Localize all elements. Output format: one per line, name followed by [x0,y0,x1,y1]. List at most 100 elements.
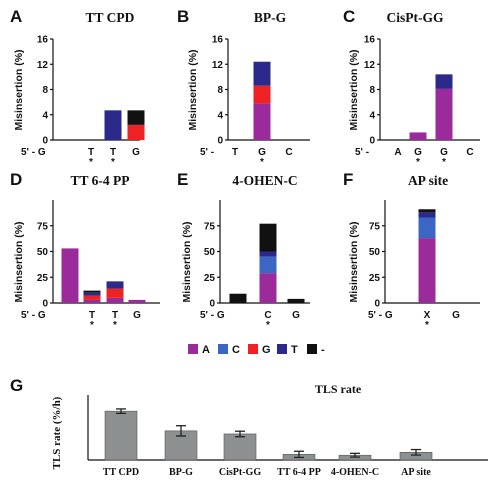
bar-segment-t [435,74,453,89]
position-star: * [89,157,93,168]
bar-segment-t [418,212,436,218]
y-tick-label: 16 [364,35,376,46]
y-tick-label: 16 [37,35,49,46]
sequence-prefix: 5' - G [200,310,225,321]
legend-label: C [232,344,240,356]
legend-swatch-a [188,344,198,354]
panel-title: BP-G [254,10,287,25]
panel-letter: F [343,170,353,189]
tls-bar [223,433,257,461]
bar-segment-deletion [259,223,277,252]
bar-segment-g [253,85,271,104]
x-category-label: C [466,147,473,158]
panel-title: CisPt-GG [387,10,444,25]
bar-segment-g [83,295,101,300]
bar-segment-a [128,299,146,303]
panel-title: TT CPD [86,10,135,25]
position-star: * [90,320,94,331]
y-tick-label: 8 [42,85,48,96]
y-tick-label: 75 [37,221,49,232]
panel-letter: D [10,170,22,189]
position-star: * [260,157,264,168]
panel-g: G TLS rate TLS rate (%/h) TT CPD BP-G CisPt-G… [10,376,488,478]
y-axis-label: Misinsertion (%) [13,49,25,130]
legend-swatch-c [218,344,228,354]
tls-bar [104,410,138,461]
bar-segment-a [259,273,277,303]
y-tick-label: 12 [37,60,49,71]
y-tick-label: 50 [37,247,49,258]
x-category-label: T [112,310,118,321]
sequence-prefix: 5' - G [368,310,393,321]
position-star: * [111,157,115,168]
y-tick-label: 4 [42,110,48,121]
y-tick-label: 0 [209,299,215,310]
panel-f: F AP site Misinsertion (%) 0 25 50 75 5' - G X* G [343,170,480,331]
y-axis-label: Misinsertion (%) [181,221,193,302]
y-tick-label: 0 [42,136,48,147]
panel-title: AP site [408,173,448,188]
y-tick-label: 75 [204,221,216,232]
legend-label: - [321,344,325,356]
y-tick-label: 25 [37,273,49,284]
panel-title: TT 6-4 PP [70,173,129,188]
y-tick-label: 8 [217,85,223,96]
legend-label: A [202,344,210,356]
bar-segment-t [106,281,124,289]
panel-letter: B [177,7,189,26]
panel-e: E 4-OHEN-C Misinsertion (%) 0 25 50 75 5' - G C*… [177,170,310,331]
position-star: * [266,320,270,331]
y-tick-label: 0 [42,299,48,310]
y-tick-label: 4 [369,110,375,121]
y-axis-label: Misinsertion (%) [13,221,25,302]
x-category-label: A [394,147,401,158]
sequence-prefix: 5' - [355,147,369,158]
bar-segment-a [106,297,124,303]
y-tick-label: 50 [204,247,216,258]
bar-segment-t [253,61,271,86]
x-category-label: G [414,147,422,158]
position-star: * [113,320,117,331]
legend-swatch-deletion [307,344,317,354]
y-tick-label: 0 [369,136,375,147]
panel-b: B BP-G Misinsertion (%) 0 4 8 12 16 5' - T G* C [177,7,310,168]
x-category-label: G [258,147,266,158]
panel-title: 4-OHEN-C [232,173,297,188]
x-category-label: G [133,310,141,321]
panel-title: TLS rate [315,382,362,396]
bar-segment-deletion [418,209,436,213]
y-axis-label: Misinsertion (%) [187,49,199,130]
sequence-prefix: 5' - [200,147,214,158]
position-star: * [416,157,420,168]
y-tick-label: 12 [212,60,224,71]
x-category-label: T [110,147,116,158]
bar-segment-t [83,292,101,296]
panel-d: D TT 6-4 PP Misinsertion (%) 0 25 50 75 5' - G T… [10,170,160,331]
bar-segment-g [106,288,124,298]
legend-swatch-g [248,344,258,354]
legend-swatch-t [277,344,287,354]
y-tick-label: 0 [374,299,380,310]
bar-segment-deletion [287,298,305,303]
x-category-label: TT CPD [103,467,139,478]
y-tick-label: 50 [369,247,381,258]
bar-segment-t [104,110,122,140]
y-tick-label: 25 [204,273,216,284]
y-axis-label: TLS rate (%/h) [51,396,63,469]
panel-letter: E [177,170,188,189]
bar-segment-a [253,103,271,140]
x-category-label: G [452,310,460,321]
bar-segment-deletion [83,290,101,293]
panel-letter: C [343,7,355,26]
x-category-label: G [440,147,448,158]
bar-segment-a [409,132,427,140]
y-axis-label: Misinsertion (%) [348,221,360,302]
bar-segment-g [127,124,145,140]
bar-segment-a [83,299,101,303]
position-star: * [442,157,446,168]
bar-segment-c [259,256,277,274]
